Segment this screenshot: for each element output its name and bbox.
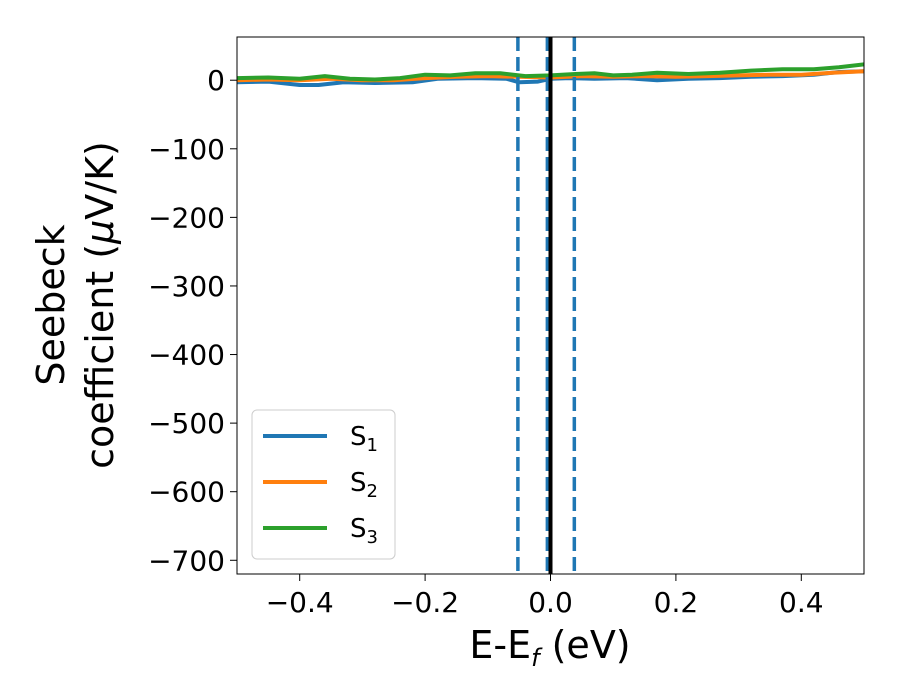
- y-axis-title-line2: coefficient (μV/K): [78, 141, 122, 469]
- y-axis-title-line2-pre: coefficient (: [78, 244, 122, 469]
- x-tick-label: −0.2: [391, 586, 459, 619]
- legend-entry-s3: S3: [263, 514, 378, 548]
- y-tick-label: −600: [148, 476, 225, 509]
- x-tick-label: 0.0: [528, 586, 573, 619]
- x-axis-title: E-Ef (eV): [469, 623, 630, 672]
- x-tick-label: 0.2: [654, 586, 699, 619]
- y-tick-label: −200: [148, 201, 225, 234]
- x-tick-label: 0.4: [779, 586, 824, 619]
- y-tick-label: −400: [148, 339, 225, 372]
- legend-box: [251, 409, 396, 560]
- legend-label-s1: S1: [350, 422, 378, 456]
- x-axis-title-main: E-E: [469, 623, 531, 667]
- y-axis-title-mu: μ: [78, 220, 122, 245]
- x-tick-label: −0.4: [266, 586, 334, 619]
- y-axis-title-line2-post: V/K): [78, 141, 122, 220]
- legend-entry-s1: S1: [263, 422, 378, 456]
- y-tick-label: −100: [148, 133, 225, 166]
- legend-entry-s2: S2: [263, 468, 378, 502]
- y-tick-label: −500: [148, 407, 225, 440]
- legend: S1 S2 S3: [251, 409, 396, 560]
- y-tick-label: 0: [207, 64, 225, 97]
- y-tick-label: −300: [148, 270, 225, 303]
- legend-label-s3: S3: [350, 514, 378, 548]
- y-tick-label: −700: [148, 544, 225, 577]
- legend-label-s2: S2: [350, 468, 378, 502]
- x-axis-title-unit: (eV): [540, 623, 631, 667]
- y-axis-title-line1: Seebeck: [29, 224, 73, 385]
